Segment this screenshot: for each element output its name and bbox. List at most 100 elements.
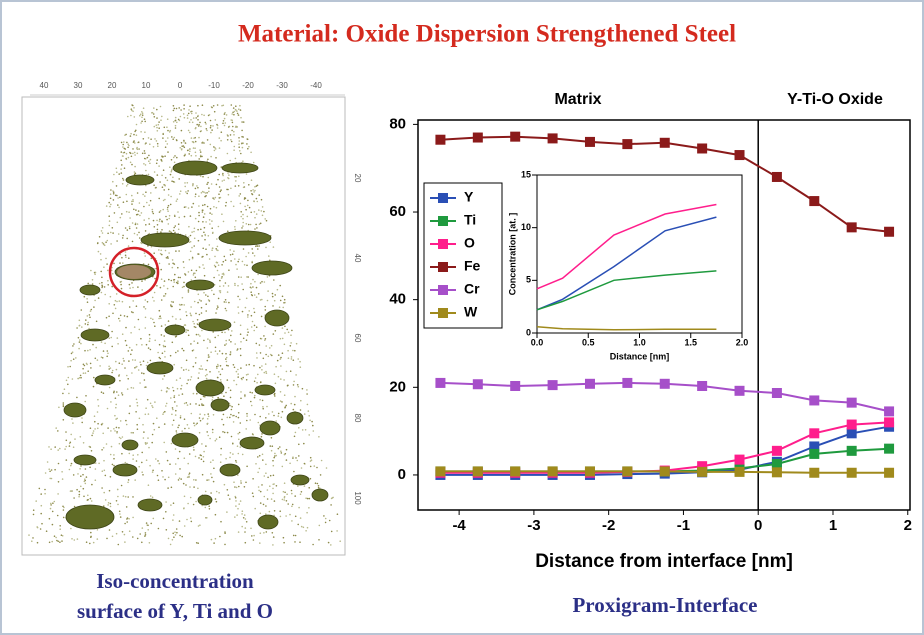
atom — [199, 122, 201, 124]
precipitate — [291, 475, 309, 485]
atom — [141, 117, 143, 119]
precipitate — [126, 175, 154, 185]
atom — [253, 308, 255, 310]
atom — [107, 284, 109, 286]
atom — [228, 194, 230, 196]
atom — [59, 525, 61, 527]
atom — [123, 358, 125, 360]
atom — [224, 113, 226, 115]
atom — [94, 415, 96, 417]
atom — [137, 428, 139, 430]
atom — [272, 532, 274, 534]
atom — [242, 222, 244, 224]
atom — [247, 374, 249, 376]
atom — [242, 218, 244, 220]
atom — [216, 184, 218, 186]
atom — [136, 344, 138, 346]
atom — [122, 394, 124, 396]
atom — [182, 393, 184, 395]
atom — [171, 136, 173, 138]
atom — [72, 351, 74, 353]
atom — [257, 248, 259, 250]
atom — [264, 281, 266, 283]
atom — [215, 248, 217, 250]
atom — [153, 107, 155, 109]
atom — [172, 259, 174, 261]
atom — [62, 393, 64, 395]
marker — [809, 428, 819, 438]
atom — [154, 138, 156, 140]
atom — [180, 304, 182, 306]
atom — [164, 340, 166, 342]
atom — [306, 512, 308, 514]
atom — [278, 354, 280, 356]
atom — [172, 301, 174, 303]
atom — [172, 533, 174, 535]
atom — [132, 105, 134, 107]
atom — [286, 371, 288, 373]
atom — [187, 182, 189, 184]
atom — [269, 511, 271, 513]
atom — [142, 114, 144, 116]
atom — [58, 407, 60, 409]
atom — [155, 187, 157, 189]
atom — [122, 531, 124, 533]
y-tick-label: 5 — [526, 275, 531, 285]
atom — [291, 330, 293, 332]
x-tick-label: -2 — [602, 517, 615, 534]
atom — [143, 206, 145, 208]
atom — [227, 172, 229, 174]
atom — [162, 186, 164, 188]
atom — [234, 285, 236, 287]
atom — [245, 307, 247, 309]
atom — [158, 479, 160, 481]
atom — [250, 152, 252, 154]
atom — [115, 418, 117, 420]
atom — [267, 477, 269, 479]
atom — [95, 468, 97, 470]
atom — [195, 327, 197, 329]
atom — [280, 516, 282, 518]
atom — [189, 259, 191, 261]
atom — [79, 325, 81, 327]
atom — [161, 278, 163, 280]
atom — [300, 400, 302, 402]
atom — [273, 279, 275, 281]
atom — [228, 494, 230, 496]
atom — [235, 264, 237, 266]
atom — [193, 449, 195, 451]
atom — [108, 366, 110, 368]
atom — [137, 538, 139, 540]
atom — [185, 369, 187, 371]
atom — [193, 422, 195, 424]
atom — [185, 191, 187, 193]
atom — [262, 454, 264, 456]
atom — [217, 377, 219, 379]
atom — [224, 544, 226, 546]
atom — [225, 358, 227, 360]
atom — [280, 400, 282, 402]
atom — [237, 369, 239, 371]
atom — [145, 534, 147, 536]
atom — [212, 429, 214, 431]
atom — [120, 438, 122, 440]
atom — [233, 206, 235, 208]
atom — [202, 368, 204, 370]
atom — [259, 367, 261, 369]
atom — [300, 366, 302, 368]
atom — [127, 482, 129, 484]
atom — [243, 248, 245, 250]
precipitate — [312, 489, 328, 501]
atom — [273, 475, 275, 477]
atom — [207, 139, 209, 141]
atom — [123, 179, 125, 181]
atom — [237, 285, 239, 287]
atom — [220, 448, 222, 450]
atom — [259, 344, 261, 346]
inset-frame — [537, 175, 742, 333]
atom — [122, 237, 124, 239]
atom — [165, 511, 167, 513]
atom — [179, 477, 181, 479]
atom — [212, 432, 214, 434]
atom — [79, 320, 81, 322]
